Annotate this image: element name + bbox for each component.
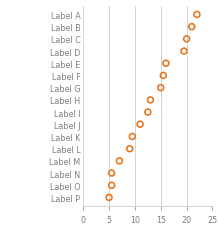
Point: [190, 26, 194, 29]
Point: [149, 98, 152, 102]
Point: [162, 74, 165, 78]
Point: [182, 50, 186, 54]
Point: [138, 123, 142, 127]
Point: [110, 184, 113, 187]
Point: [185, 38, 188, 41]
Point: [159, 86, 162, 90]
Point: [107, 196, 111, 199]
Point: [146, 111, 150, 114]
Point: [118, 159, 121, 163]
Point: [128, 147, 131, 151]
Point: [110, 172, 113, 175]
Point: [164, 62, 168, 66]
Point: [131, 135, 134, 139]
Point: [195, 14, 199, 17]
